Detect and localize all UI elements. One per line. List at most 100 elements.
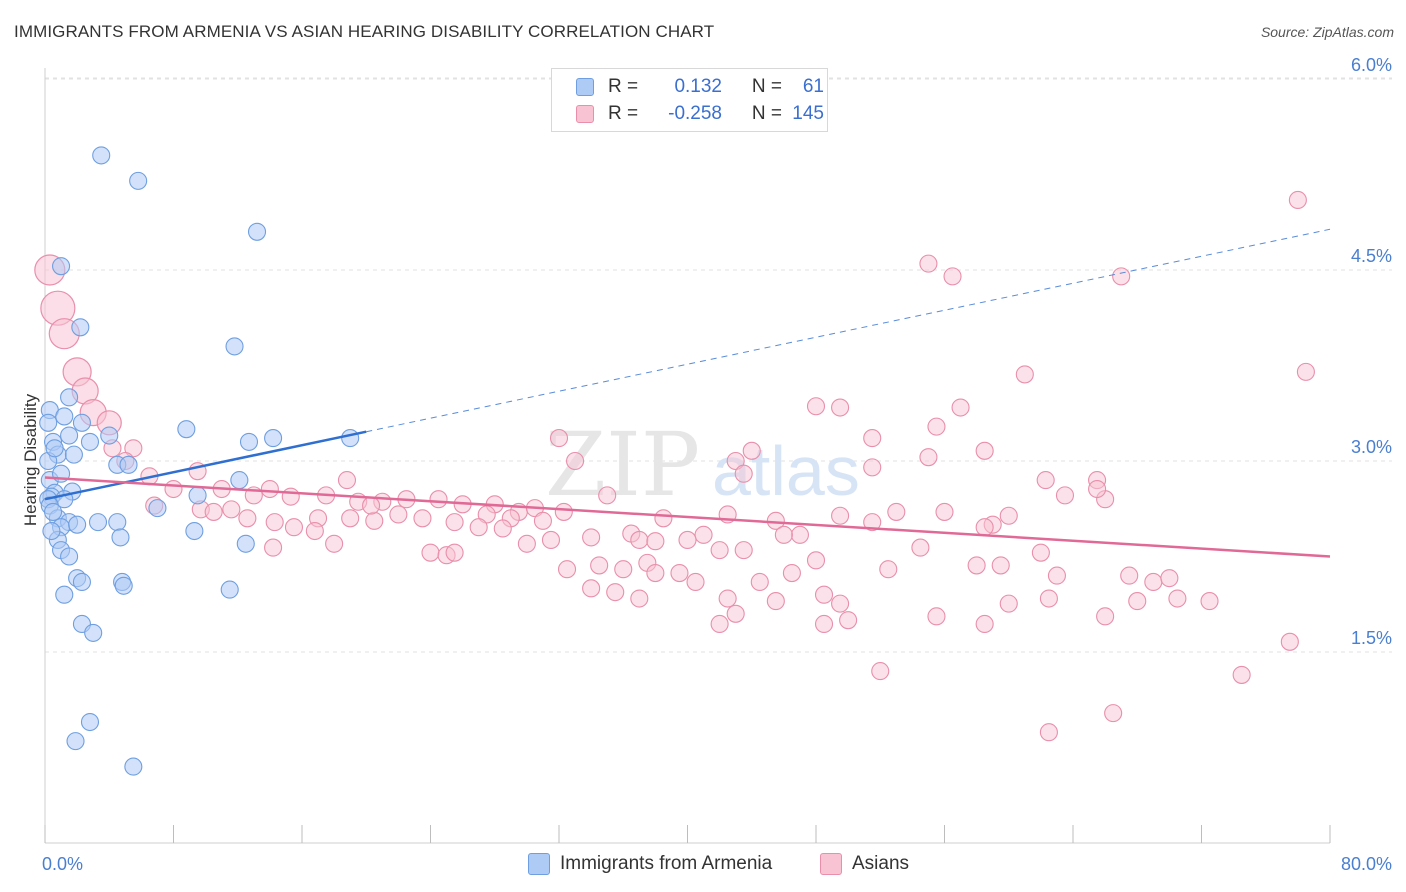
armenia-point	[100, 426, 119, 445]
asians-point	[726, 451, 745, 471]
asians-point	[1039, 723, 1058, 742]
asians-point	[927, 607, 946, 626]
asians-point	[871, 662, 890, 681]
asians-point	[554, 502, 573, 521]
asians-point	[863, 458, 882, 477]
asians-point	[831, 594, 850, 613]
asians-point	[477, 505, 496, 524]
asians-point	[967, 556, 986, 575]
armenia-point	[247, 222, 267, 241]
asians-point	[1200, 592, 1219, 611]
asians-point	[686, 572, 705, 592]
asians-point	[630, 530, 649, 549]
trend-lines	[44, 228, 1331, 558]
armenia-point	[114, 576, 133, 595]
asians-point	[734, 464, 753, 483]
asians-point	[718, 589, 737, 608]
legend-swatch-pink	[576, 105, 594, 123]
asians-point	[1160, 569, 1179, 588]
asians-point	[814, 585, 834, 604]
asians-point	[606, 583, 625, 602]
armenia-point	[341, 429, 360, 448]
legend-swatch-blue	[576, 78, 594, 96]
bottom-legend-asians: Asians	[820, 852, 909, 876]
armenia-point	[80, 712, 100, 732]
asians-point	[646, 564, 665, 583]
asians-point	[1168, 589, 1187, 608]
asians-point	[204, 502, 223, 521]
armenia-point	[72, 413, 91, 432]
y-tick-labels: 1.5% 3.0% 4.5% 6.0%	[1351, 55, 1392, 648]
armenia-point	[43, 502, 63, 521]
legend-r-label: R =	[608, 76, 639, 97]
asians-point	[734, 541, 753, 560]
asians-point	[1232, 665, 1251, 684]
armenia-point	[88, 513, 108, 532]
asians-point	[943, 267, 962, 286]
asians-point	[831, 398, 850, 417]
armenia-point	[60, 426, 79, 445]
asians-point	[1096, 607, 1115, 626]
y-axis-title: Hearing Disability	[21, 393, 40, 526]
asians-point	[1047, 566, 1066, 585]
gridlines	[45, 77, 1392, 653]
armenia-point	[39, 413, 58, 432]
asians-point	[1144, 572, 1163, 592]
asians-point	[325, 534, 344, 553]
asians-point	[879, 560, 898, 579]
asians-point	[305, 521, 324, 541]
armenia-point	[111, 528, 130, 547]
armenia-point	[64, 445, 83, 464]
armenia-point	[68, 515, 87, 534]
legend-n-label: N =	[751, 103, 782, 124]
asians-point	[341, 509, 360, 528]
legend-r-value: -0.258	[668, 103, 722, 124]
asians-point	[1031, 543, 1050, 562]
asians-point	[911, 538, 930, 557]
asians-point	[630, 589, 649, 608]
asians-point	[582, 528, 601, 547]
asians-point	[493, 519, 512, 538]
legend-n-value: 145	[792, 103, 824, 124]
asians-point	[831, 506, 850, 525]
armenia-point	[60, 388, 79, 407]
asians-point	[991, 556, 1010, 575]
asians-point	[533, 511, 552, 530]
armenia-point	[185, 521, 204, 541]
asians-point	[164, 479, 183, 499]
asians-point	[975, 518, 994, 537]
asians-point	[222, 500, 241, 519]
legend-n-label: N =	[751, 76, 782, 97]
asians-point	[1055, 486, 1075, 505]
y-tick-label-1: 3.0%	[1351, 437, 1392, 457]
asians-point	[1120, 566, 1139, 585]
asians-point	[814, 614, 834, 634]
y-tick-label-2: 4.5%	[1351, 246, 1392, 266]
asians-point	[557, 560, 577, 579]
armenia-point	[71, 318, 90, 337]
y-tick-label-3: 6.0%	[1351, 55, 1392, 75]
asians-point	[710, 541, 729, 560]
asians-point	[1015, 365, 1034, 384]
asians-point	[337, 471, 357, 490]
asians-point	[790, 525, 809, 544]
asians-point	[566, 451, 585, 471]
asians-point	[1088, 479, 1107, 499]
armenia-point	[148, 499, 167, 518]
asians-point	[1104, 704, 1123, 723]
chart-title: IMMIGRANTS FROM ARMENIA VS ASIAN HEARING…	[14, 22, 715, 41]
asians-point	[281, 487, 300, 506]
armenia-point	[264, 429, 283, 448]
asians-point	[863, 513, 882, 532]
asians-point	[549, 429, 569, 448]
armenia-point	[66, 732, 85, 751]
bottom-legend-armenia-label: Immigrants from Armenia	[560, 853, 773, 874]
asians-point	[238, 509, 257, 528]
asians-point	[445, 543, 464, 562]
legend-r-label: R =	[608, 103, 639, 124]
asians-point	[806, 397, 826, 416]
armenia-point	[92, 146, 111, 165]
asians-point	[750, 572, 769, 592]
armenia-point	[239, 432, 259, 451]
